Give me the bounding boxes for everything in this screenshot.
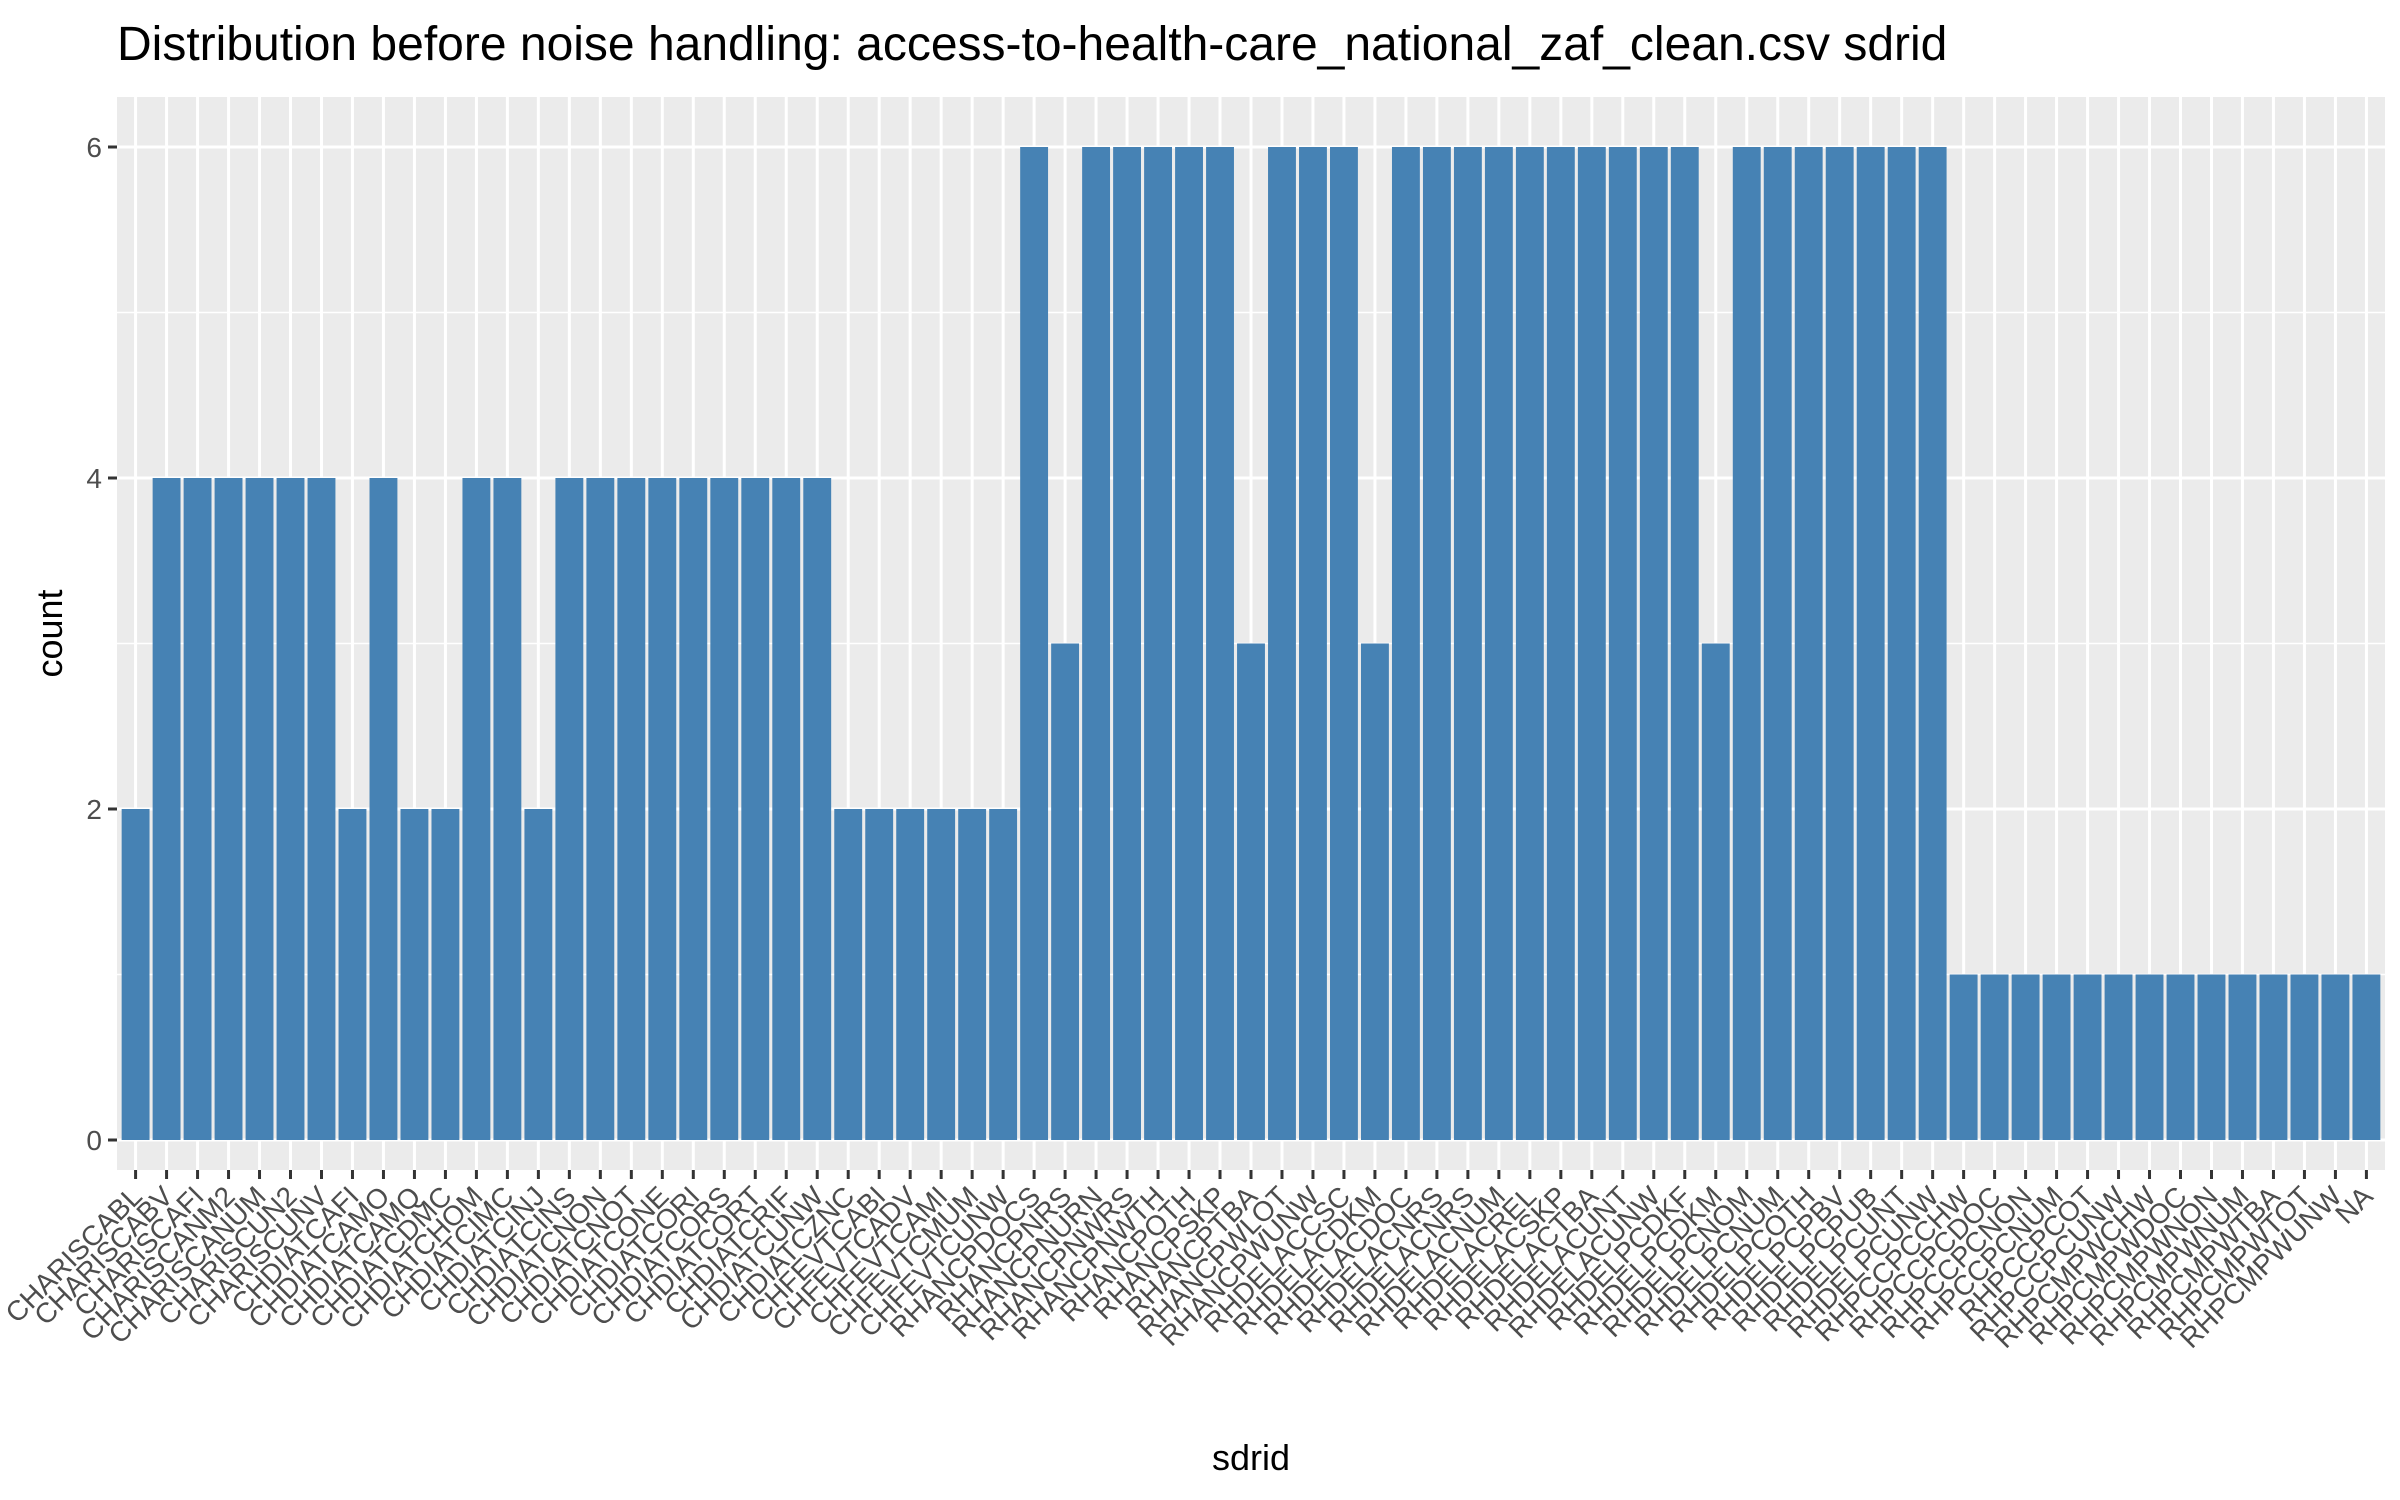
y-tick-label: 2	[86, 794, 102, 825]
bar-chdiatcins	[555, 478, 584, 1140]
bar-rhdelacnrs	[1422, 147, 1451, 1140]
bar-rhancpnwth	[1144, 147, 1172, 1140]
bar-rhancpnurn	[1082, 147, 1111, 1140]
bar-chariscanm2	[214, 478, 243, 1140]
bar-rhdelacnrs	[1453, 147, 1482, 1140]
bar-rhdelaccsc	[1330, 147, 1358, 1140]
bar-rhdelpcpbv	[1825, 147, 1854, 1140]
bar-rhpccpcot	[2073, 974, 2102, 1140]
bar-chariscabv	[152, 478, 181, 1140]
y-tick-label: 4	[86, 463, 102, 494]
bar-rhpcmpwdoc	[2166, 974, 2195, 1140]
bar-rhancpoth	[1175, 147, 1203, 1140]
bar-chfevtcunw	[989, 809, 1018, 1140]
bar-rhdelpcnom	[1732, 147, 1761, 1140]
bar-chfevtcami	[927, 809, 956, 1140]
bar-chfevtcabi	[865, 809, 894, 1140]
bar-chariscunv	[307, 478, 336, 1140]
bar-rhdelacskp	[1546, 147, 1575, 1140]
bar-rhdelpcpub	[1856, 147, 1885, 1140]
bar-rhpccpcnum	[2042, 974, 2071, 1140]
bar-rhpcmpwtba	[2259, 974, 2288, 1140]
bar-rhdelacrel	[1515, 147, 1544, 1140]
bar-rhdelpcnum	[1763, 147, 1792, 1140]
bar-rhancpnwrs	[1113, 147, 1142, 1140]
y-axis-title: count	[29, 589, 70, 677]
bar-rhancpskp	[1206, 147, 1234, 1140]
bar-rhdelacdkm	[1360, 643, 1389, 1140]
bar-chdiatcori	[679, 478, 708, 1140]
bar-rhancpwunw	[1299, 147, 1327, 1140]
bar-chdiatcnon	[586, 478, 615, 1140]
bar-chdiatcamo	[369, 478, 398, 1140]
y-tick-label: 0	[86, 1125, 102, 1156]
bar-rhdelacnum	[1484, 147, 1513, 1140]
bar-rhancpdocs	[1020, 147, 1049, 1140]
bar-chfevtcmum	[958, 809, 987, 1140]
bar-rhpccpcunw	[2104, 974, 2133, 1140]
bar-chariscanum	[245, 478, 274, 1140]
bar-rhpcmpwnon	[2197, 974, 2226, 1140]
bar-chfevtcadv	[896, 809, 925, 1140]
bar-rhdelpcdkm	[1701, 643, 1730, 1140]
bar-rhdelacunw	[1639, 147, 1668, 1140]
bar-rhpcmpwchw	[2135, 974, 2164, 1140]
bar-rhdelactba	[1577, 147, 1606, 1140]
bar-rhdelacunt	[1608, 147, 1637, 1140]
bar-chdiatcunw	[803, 478, 832, 1140]
bar-rhdelpcunt	[1887, 147, 1916, 1140]
bar-na	[2352, 974, 2381, 1140]
bar-chdiatcort	[741, 478, 770, 1140]
bar-rhdelpcunw	[1918, 147, 1947, 1140]
bar-rhancptba	[1237, 643, 1265, 1140]
bar-chdiatchom	[462, 478, 491, 1140]
bar-chdiatcimc	[493, 478, 522, 1140]
x-axis-title: sdrid	[1212, 1437, 1290, 1478]
bar-chdiatcors	[710, 478, 739, 1140]
bar-chdiatcznc	[834, 809, 863, 1140]
chart-title: Distribution before noise handling: acce…	[117, 18, 1947, 71]
bar-rhpcmpwnum	[2228, 974, 2257, 1140]
bar-rhdelpcoth	[1794, 147, 1823, 1140]
y-tick-label: 6	[86, 132, 102, 163]
bars	[121, 147, 2381, 1140]
bar-rhdelacdoc	[1391, 147, 1420, 1140]
bar-rhdelpcdkf	[1670, 147, 1699, 1140]
bar-chdiatcdmc	[431, 809, 460, 1140]
y-axis: 0 2 4 6	[86, 132, 117, 1156]
bar-rhpccpcchw	[1949, 974, 1978, 1140]
bar-chariscabl	[121, 809, 150, 1140]
bar-rhpcmpwtot	[2290, 974, 2319, 1140]
bar-rhancpnrs	[1051, 643, 1080, 1140]
bar-chdiatcamq	[400, 809, 429, 1140]
bar-chdiatcafi	[338, 809, 367, 1140]
x-axis: CHARISCABLCHARISCABVCHARISCAFICHARISCANM…	[0, 1170, 2379, 1354]
bar-rhpccpcnon	[2011, 974, 2040, 1140]
bar-chariscun2	[276, 478, 305, 1140]
bar-rhpccpcdoc	[1980, 974, 2009, 1140]
bar-chariscafi	[183, 478, 212, 1140]
bar-chdiatcone	[648, 478, 677, 1140]
bar-rhpcmpwunw	[2321, 974, 2350, 1140]
bar-chdiatcnot	[617, 478, 646, 1140]
bar-rhancpwlot	[1268, 147, 1296, 1140]
bar-chdiatcinj	[524, 809, 553, 1140]
bar-chdiatcrif	[772, 478, 801, 1140]
